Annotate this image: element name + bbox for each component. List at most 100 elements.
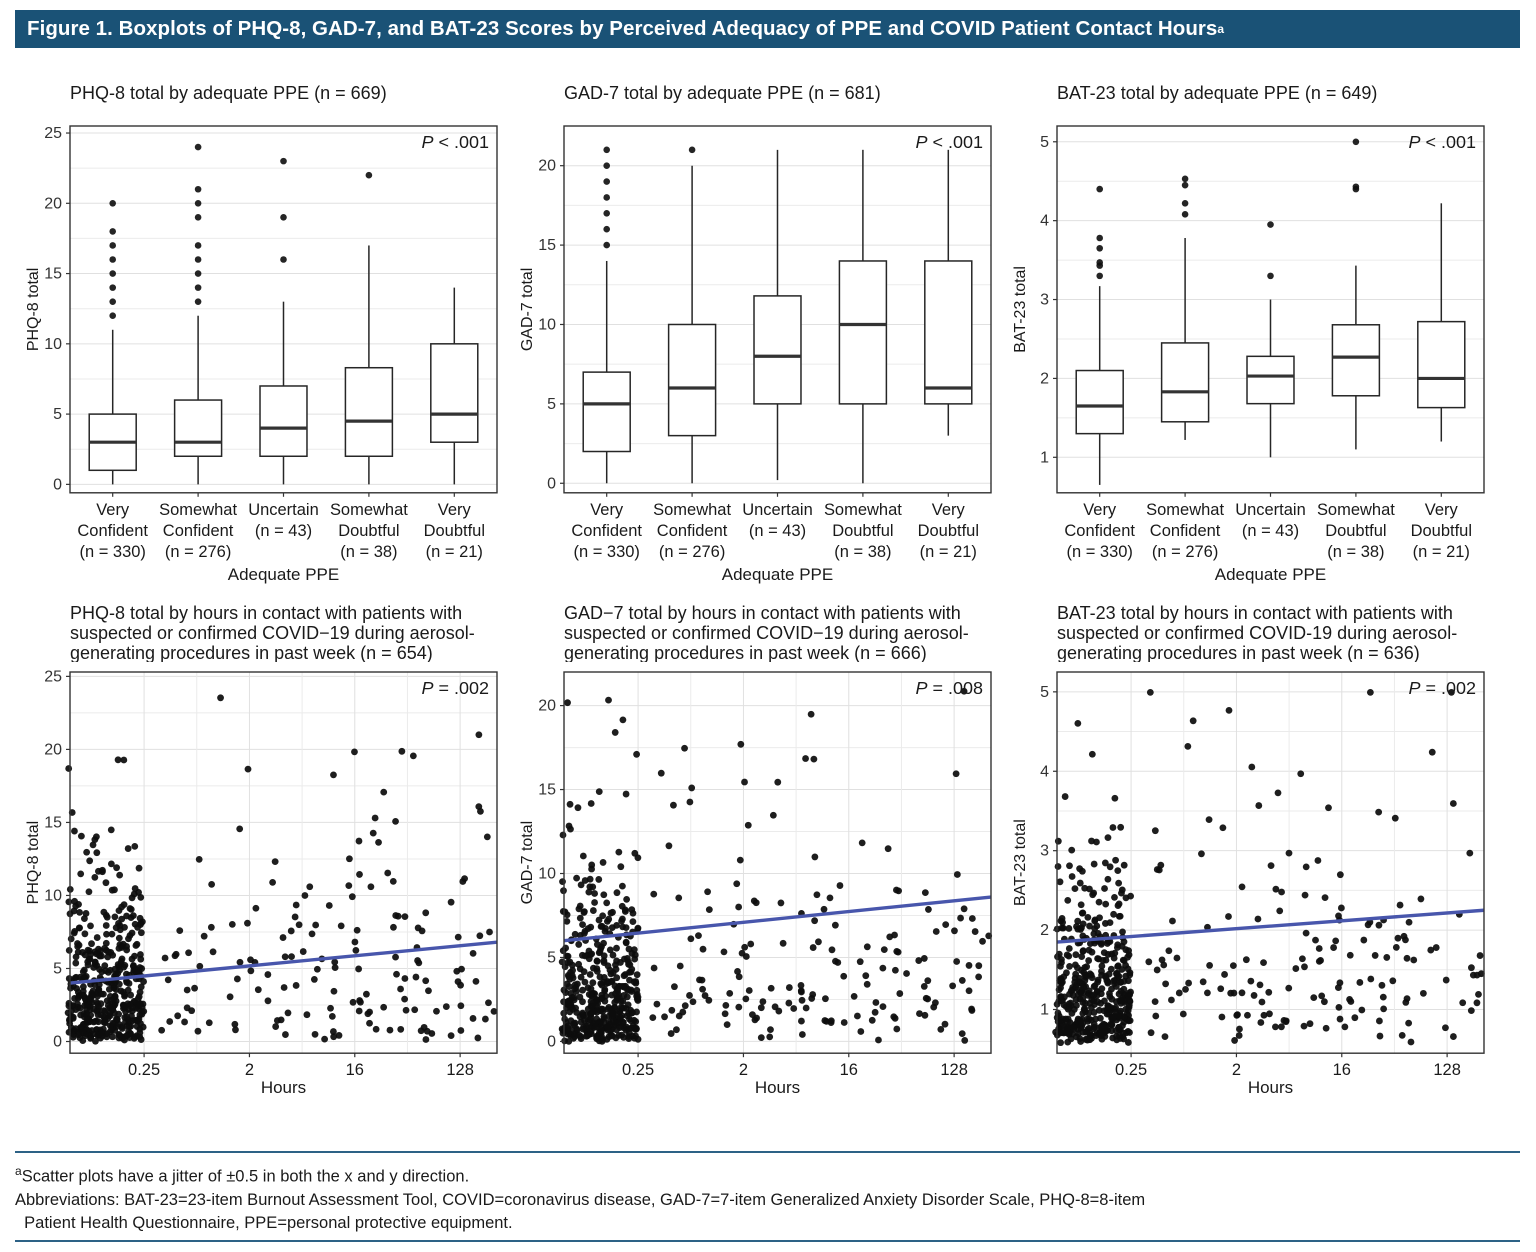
svg-text:Confident: Confident [1065,522,1136,540]
svg-text:(n = 43): (n = 43) [749,522,806,540]
svg-text:(n = 276): (n = 276) [165,543,231,561]
svg-text:Confident: Confident [163,522,234,540]
svg-text:Adequate PPE: Adequate PPE [228,565,339,584]
svg-text:Somewhat: Somewhat [824,501,902,519]
svg-text:1: 1 [1041,450,1050,467]
svg-text:3: 3 [1041,292,1050,309]
svg-text:20: 20 [45,196,63,213]
svg-text:Confident: Confident [657,522,728,540]
svg-text:(n = 276): (n = 276) [659,543,725,561]
svg-text:0: 0 [547,1033,556,1050]
svg-text:Somewhat: Somewhat [330,501,408,519]
svg-text:P < .001: P < .001 [422,132,490,152]
svg-text:2: 2 [739,1061,748,1079]
svg-text:(n = 330): (n = 330) [80,543,146,561]
svg-text:Uncertain: Uncertain [1236,501,1307,519]
svg-text:Doubtful: Doubtful [1326,522,1387,540]
svg-text:10: 10 [538,317,556,334]
svg-text:25: 25 [45,668,63,685]
svg-text:Doubtful: Doubtful [424,522,485,540]
svg-text:PHQ-8 total: PHQ-8 total [25,268,42,352]
svg-text:Confident: Confident [571,522,642,540]
svg-text:Hours: Hours [1248,1078,1293,1097]
svg-text:5: 5 [54,960,63,977]
svg-text:20: 20 [538,158,556,175]
svg-text:0: 0 [54,477,63,494]
svg-text:0: 0 [54,1033,63,1050]
svg-text:128: 128 [447,1061,475,1079]
svg-text:Uncertain: Uncertain [249,501,320,519]
svg-text:Hours: Hours [261,1078,306,1097]
svg-text:15: 15 [538,237,556,254]
svg-text:Hours: Hours [755,1078,800,1097]
svg-text:(n = 38): (n = 38) [341,543,398,561]
svg-text:1: 1 [1041,1001,1050,1018]
svg-text:2: 2 [1041,371,1050,388]
svg-text:25: 25 [45,125,63,142]
svg-text:Somewhat: Somewhat [653,501,731,519]
svg-text:Very: Very [1084,501,1118,519]
svg-text:GAD-7 total: GAD-7 total [519,821,536,905]
svg-text:128: 128 [940,1061,968,1079]
svg-text:Doubtful: Doubtful [917,522,978,540]
svg-text:(n = 21): (n = 21) [426,543,483,561]
svg-text:(n = 43): (n = 43) [1242,522,1299,540]
svg-text:20: 20 [45,741,63,758]
svg-text:Doubtful: Doubtful [1411,522,1472,540]
svg-text:PHQ-8 total: PHQ-8 total [25,821,42,905]
svg-text:4: 4 [1041,213,1050,230]
svg-text:P = .008: P = .008 [915,678,982,698]
svg-text:10: 10 [45,887,63,904]
svg-text:10: 10 [45,336,63,353]
svg-text:Adequate PPE: Adequate PPE [722,565,833,584]
svg-text:0.25: 0.25 [1115,1061,1147,1079]
svg-text:P = .002: P = .002 [1409,678,1476,698]
svg-text:0.25: 0.25 [622,1061,654,1079]
svg-text:BAT-23 total: BAT-23 total [1012,266,1029,353]
svg-text:0: 0 [547,476,556,493]
svg-text:Confident: Confident [78,522,149,540]
svg-text:2: 2 [1041,922,1050,939]
svg-text:Somewhat: Somewhat [1147,501,1225,519]
svg-text:Very: Very [932,501,966,519]
svg-text:P = .002: P = .002 [422,678,489,698]
svg-text:5: 5 [547,396,556,413]
svg-text:3: 3 [1041,843,1050,860]
svg-text:Uncertain: Uncertain [742,501,813,519]
svg-text:5: 5 [1041,684,1050,701]
svg-text:4: 4 [1041,763,1050,780]
svg-text:(n = 21): (n = 21) [1413,543,1470,561]
svg-text:BAT-23 total: BAT-23 total [1012,819,1029,906]
svg-text:P < .001: P < .001 [1409,132,1477,152]
svg-text:(n = 38): (n = 38) [1328,543,1385,561]
svg-text:5: 5 [547,949,556,966]
svg-text:(n = 21): (n = 21) [920,543,977,561]
svg-text:Very: Very [438,501,472,519]
svg-text:15: 15 [538,781,556,798]
svg-text:Confident: Confident [1150,522,1221,540]
svg-text:2: 2 [1232,1061,1241,1079]
svg-text:P < .001: P < .001 [915,132,983,152]
svg-text:(n = 38): (n = 38) [834,543,891,561]
svg-text:16: 16 [839,1061,857,1079]
svg-text:Doubtful: Doubtful [339,522,400,540]
svg-text:20: 20 [538,697,556,714]
svg-text:(n = 330): (n = 330) [1067,543,1133,561]
svg-text:16: 16 [346,1061,364,1079]
svg-text:GAD-7 total: GAD-7 total [519,268,536,352]
svg-text:Doubtful: Doubtful [832,522,893,540]
svg-text:16: 16 [1333,1061,1351,1079]
svg-text:Very: Very [1425,501,1459,519]
svg-text:Somewhat: Somewhat [160,501,238,519]
svg-text:2: 2 [245,1061,254,1079]
svg-text:5: 5 [1041,134,1050,151]
svg-text:15: 15 [45,814,63,831]
svg-text:(n = 43): (n = 43) [255,522,312,540]
svg-text:(n = 330): (n = 330) [573,543,639,561]
svg-text:Very: Very [590,501,624,519]
svg-text:128: 128 [1434,1061,1462,1079]
svg-text:Somewhat: Somewhat [1317,501,1395,519]
svg-text:Adequate PPE: Adequate PPE [1215,565,1326,584]
svg-text:0.25: 0.25 [128,1061,160,1079]
svg-text:10: 10 [538,865,556,882]
